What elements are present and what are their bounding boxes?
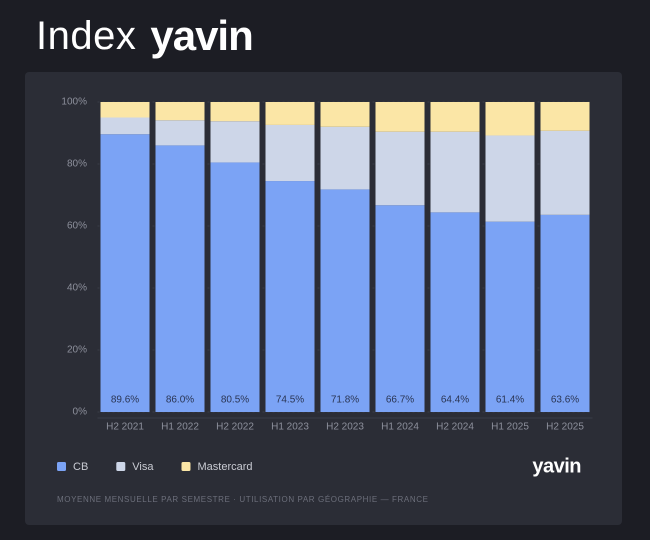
y-tick-label: 20% [67, 345, 87, 356]
bar-segment [155, 145, 205, 412]
value-label: 66.7% [386, 395, 414, 406]
footer-logo: yavin [532, 455, 581, 477]
y-tick-label: 60% [67, 221, 87, 232]
bar-segment [210, 162, 260, 412]
bar-segment [430, 212, 480, 412]
bar-segment [375, 131, 425, 206]
bar-segment [100, 134, 150, 413]
bar-segment [320, 102, 370, 127]
bar-segment [210, 102, 260, 122]
value-label: 86.0% [166, 395, 194, 406]
footnote: MOYENNE MENSUELLE PAR SEMESTRE · UTILISA… [57, 495, 429, 504]
legend-label: CB [73, 461, 88, 473]
bar-segment [540, 214, 590, 412]
x-tick-label: H2 2021 [106, 422, 144, 433]
y-tick-label: 0% [73, 407, 88, 418]
brand-logo: yavin [150, 12, 253, 59]
y-tick-label: 100% [61, 97, 87, 108]
bar-segment [100, 117, 150, 135]
bar-segment [265, 124, 315, 182]
page-title: Index [36, 13, 137, 58]
x-tick-label: H1 2025 [491, 422, 529, 433]
legend-label: Visa [132, 461, 154, 473]
bar-segment [430, 131, 480, 213]
header: Index yavin [36, 8, 254, 64]
x-tick-label: H2 2025 [546, 422, 584, 433]
bar-segment [375, 205, 425, 412]
x-tick-label: H2 2022 [216, 422, 254, 433]
bar-segment [485, 221, 535, 412]
y-tick-label: 40% [67, 283, 87, 294]
legend-label: Mastercard [197, 461, 252, 473]
bar-segment [155, 102, 205, 121]
bar-segment [265, 181, 315, 412]
legend-swatch [57, 462, 66, 471]
value-label: 74.5% [276, 395, 304, 406]
value-label: 89.6% [111, 395, 139, 406]
bar-segment [320, 126, 370, 190]
bar-segment [320, 189, 370, 412]
value-label: 80.5% [221, 395, 249, 406]
bar-segment [485, 135, 535, 222]
bar-segment [540, 130, 590, 215]
bar-segment [155, 120, 205, 146]
bar-segment [100, 102, 150, 118]
bar-segment [210, 121, 260, 163]
x-tick-label: H2 2023 [326, 422, 364, 433]
value-label: 71.8% [331, 395, 359, 406]
x-tick-label: H1 2022 [161, 422, 199, 433]
legend-swatch [181, 462, 191, 471]
bar-segment [430, 102, 480, 132]
bar-segment [485, 102, 535, 136]
value-label: 64.4% [441, 395, 469, 406]
y-tick-label: 80% [67, 159, 87, 170]
bar-segment [265, 102, 315, 125]
x-tick-label: H2 2024 [436, 422, 474, 433]
x-tick-label: H1 2024 [381, 422, 419, 433]
value-label: 61.4% [496, 395, 524, 406]
bar-segment [540, 102, 590, 131]
x-tick-label: H1 2023 [271, 422, 309, 433]
legend-swatch [116, 462, 126, 471]
bar-segment [375, 102, 425, 132]
value-label: 63.6% [551, 395, 579, 406]
